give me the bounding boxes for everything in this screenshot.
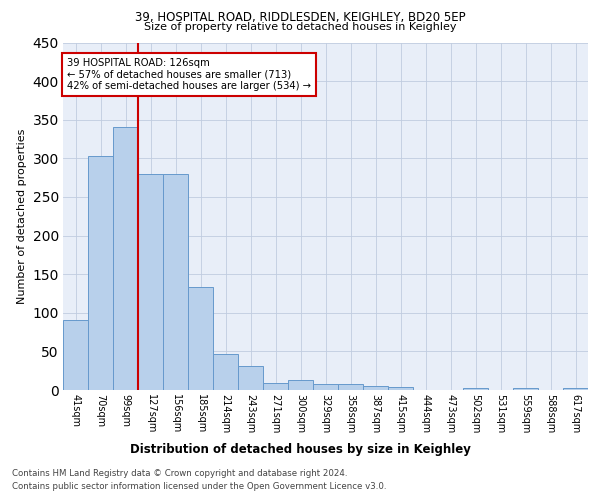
Bar bbox=[188, 288, 213, 390]
Bar bbox=[138, 174, 163, 390]
Bar bbox=[388, 387, 413, 390]
Bar bbox=[263, 383, 288, 390]
Bar bbox=[313, 384, 338, 390]
Bar bbox=[113, 126, 138, 390]
Bar bbox=[513, 388, 538, 390]
Text: 39 HOSPITAL ROAD: 126sqm
← 57% of detached houses are smaller (713)
42% of semi-: 39 HOSPITAL ROAD: 126sqm ← 57% of detach… bbox=[67, 58, 311, 91]
Text: Contains HM Land Registry data © Crown copyright and database right 2024.: Contains HM Land Registry data © Crown c… bbox=[12, 468, 347, 477]
Bar bbox=[163, 174, 188, 390]
Bar bbox=[338, 384, 363, 390]
Bar bbox=[88, 156, 113, 390]
Text: Contains public sector information licensed under the Open Government Licence v3: Contains public sector information licen… bbox=[12, 482, 386, 491]
Text: Size of property relative to detached houses in Keighley: Size of property relative to detached ho… bbox=[144, 22, 456, 32]
Bar bbox=[363, 386, 388, 390]
Y-axis label: Number of detached properties: Number of detached properties bbox=[17, 128, 27, 304]
Bar bbox=[463, 388, 488, 390]
Bar bbox=[238, 366, 263, 390]
Text: Distribution of detached houses by size in Keighley: Distribution of detached houses by size … bbox=[130, 442, 470, 456]
Bar bbox=[213, 354, 238, 390]
Bar bbox=[63, 320, 88, 390]
Bar bbox=[288, 380, 313, 390]
Text: 39, HOSPITAL ROAD, RIDDLESDEN, KEIGHLEY, BD20 5EP: 39, HOSPITAL ROAD, RIDDLESDEN, KEIGHLEY,… bbox=[134, 11, 466, 24]
Bar bbox=[563, 388, 588, 390]
